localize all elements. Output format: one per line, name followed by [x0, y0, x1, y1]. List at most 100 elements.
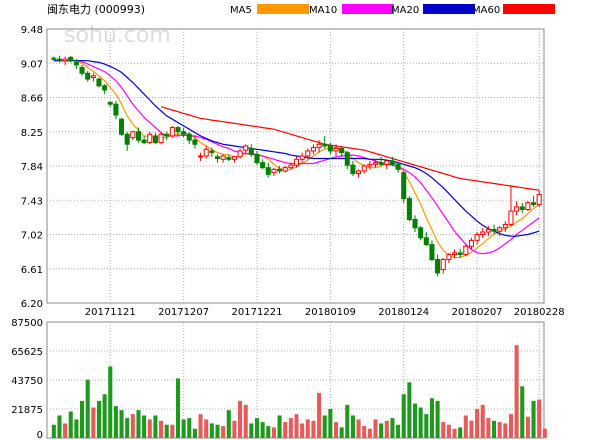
volume-bar	[181, 419, 186, 438]
candle-body	[237, 150, 243, 158]
candle	[147, 131, 153, 145]
candle	[85, 70, 91, 82]
candle-body	[181, 131, 187, 135]
volume-bar	[401, 394, 406, 438]
volume-bar	[175, 378, 181, 438]
candle-body	[350, 164, 356, 175]
legend-swatch-ma10	[342, 4, 394, 14]
candle	[406, 196, 412, 222]
candle	[226, 154, 232, 161]
price-grid	[47, 29, 544, 303]
date-tick-label: 20180207	[452, 307, 503, 318]
candle	[310, 144, 316, 155]
candle	[96, 77, 102, 88]
candle-body	[406, 198, 412, 220]
candle	[277, 166, 283, 174]
volume-bar	[80, 400, 85, 438]
volume-bar	[508, 414, 513, 438]
candle	[536, 190, 542, 207]
volume-tick-label: 65625	[11, 347, 43, 358]
volume-bar	[317, 392, 322, 438]
candle-body	[135, 131, 142, 141]
legend-label-ma20: MA20	[391, 5, 419, 16]
volume-bar	[469, 420, 474, 438]
candle-body	[531, 202, 537, 205]
candle	[102, 84, 108, 95]
candle-body	[418, 227, 424, 239]
volume-bar	[209, 423, 214, 438]
candle	[282, 166, 288, 173]
candle-body	[322, 143, 328, 147]
volume-bar	[96, 400, 102, 438]
legend-swatch-ma20	[423, 4, 475, 14]
watermark: sohu.com	[64, 23, 171, 48]
volume-bar	[452, 428, 457, 438]
candle	[158, 131, 164, 145]
candle	[333, 144, 339, 156]
candle-body	[468, 239, 474, 247]
candle-body	[519, 206, 525, 210]
candle-body	[367, 163, 373, 167]
candle-body	[79, 66, 85, 74]
candle	[62, 56, 68, 65]
candle-body	[96, 78, 102, 87]
price-tick-label: 9.07	[21, 59, 43, 70]
candle	[361, 164, 367, 174]
volume-bar	[74, 419, 79, 438]
candle	[141, 135, 147, 145]
candle	[322, 135, 328, 149]
volume-bar	[491, 420, 497, 438]
volume-bar	[497, 422, 502, 438]
candle-body	[372, 162, 379, 165]
candle	[73, 59, 79, 70]
volume-bar	[125, 418, 130, 438]
candle-body	[525, 202, 531, 210]
volume-bar	[159, 420, 164, 438]
candle	[502, 221, 508, 232]
candle-body	[254, 153, 260, 164]
price-tick-label: 7.43	[21, 196, 43, 207]
candle-body	[446, 254, 452, 261]
candle	[248, 144, 254, 157]
candle-body	[401, 172, 407, 200]
candle-body	[214, 156, 221, 159]
candle	[418, 226, 424, 241]
volume-bar	[384, 420, 389, 438]
volume-bar	[198, 414, 203, 438]
candle-body	[107, 102, 113, 105]
candle	[124, 131, 130, 151]
candle	[119, 117, 125, 136]
candle	[531, 196, 537, 207]
volume-bar	[486, 418, 491, 438]
candle	[446, 252, 452, 263]
date-tick-label: 20171207	[158, 307, 209, 318]
candle-body	[305, 150, 311, 157]
candle	[485, 226, 491, 237]
candle	[356, 169, 362, 178]
candle	[480, 227, 486, 238]
candle	[186, 131, 192, 145]
candle-body	[536, 193, 542, 205]
candle-body	[175, 127, 181, 133]
candle	[468, 237, 474, 250]
volume-bar	[362, 426, 367, 438]
volume-bar	[396, 424, 401, 438]
candle	[169, 125, 175, 138]
candle-body	[395, 163, 401, 170]
price-axis: 9.48 9.07 8.66 8.25 7.84 7.43 7.02 6.61 6.20	[21, 25, 43, 310]
candle	[130, 130, 136, 141]
candle-body	[113, 103, 119, 116]
volume-tick-label: 0	[37, 430, 43, 440]
volume-bar	[424, 414, 429, 438]
candle-body	[119, 118, 125, 135]
candle-body	[333, 147, 339, 152]
volume-bar	[102, 394, 107, 438]
price-tick-label: 8.66	[21, 94, 43, 105]
candle	[175, 125, 181, 136]
candle-body	[491, 228, 497, 232]
volume-tick-label: 87500	[11, 318, 43, 329]
candle	[412, 215, 418, 232]
candle	[209, 147, 215, 157]
volume-bar	[85, 379, 90, 438]
volume-tick-label: 43750	[11, 376, 43, 387]
